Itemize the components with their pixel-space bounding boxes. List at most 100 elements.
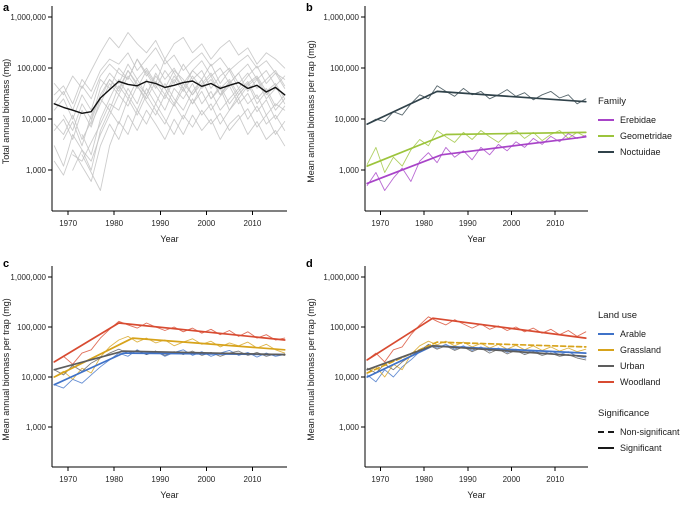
series-site-9	[53, 109, 286, 182]
y-axis-title: Total annual biomass (mg)	[1, 59, 11, 165]
series-erebidae-annual	[366, 133, 587, 191]
y-tick-label: 10,000	[22, 115, 47, 124]
y-tick-label: 1,000,000	[323, 273, 359, 282]
x-tick-label: 2010	[546, 219, 564, 228]
x-axis-title: Year	[160, 490, 178, 500]
series-arable-trend	[366, 344, 587, 378]
legend-item-woodland: Woodland	[598, 377, 685, 387]
y-axis-title: Mean annual biomass per trap (mg)	[306, 298, 316, 441]
legend-label: Geometridae	[620, 131, 673, 141]
series-site-14	[72, 85, 286, 171]
series-site-5	[81, 78, 286, 156]
x-tick-label: 1990	[459, 475, 477, 484]
legend-label: Grassland	[620, 345, 662, 355]
y-tick-label: 1,000	[339, 166, 360, 175]
x-tick-label: 1990	[459, 219, 477, 228]
x-axis-title: Year	[160, 234, 178, 244]
legend-item-non-significant: Non-significant	[598, 427, 685, 437]
x-tick-label: 1980	[105, 475, 123, 484]
series-site-7	[53, 94, 286, 171]
legend-item-significant: Significant	[598, 443, 685, 453]
legend-label: Significant	[620, 443, 662, 453]
series-grassland-annual	[366, 340, 587, 378]
series-site-10	[90, 70, 286, 125]
x-tick-label: 1970	[59, 219, 77, 228]
series-noctuidae-annual	[366, 85, 587, 125]
panel-b-label: b	[306, 2, 313, 14]
legend-swatch-line	[598, 135, 614, 137]
legend-label: Urban	[620, 361, 645, 371]
series-geometridae-trend	[366, 131, 587, 167]
series-site-11	[53, 58, 286, 111]
panel-c-chart: 1,000,000 100,000 10,000 1,000 1970 1980 1990 2…	[1, 266, 287, 500]
panel-d-chart: 1,000,000 100,000 10,000 1,000 1970 1980 1990 2…	[306, 266, 588, 500]
series-arable-trend	[53, 352, 286, 386]
series-grassland-trend	[53, 337, 286, 378]
legend-label: Arable	[620, 329, 647, 339]
y-tick-label: 10,000	[335, 115, 360, 124]
y-tick-label: 1,000	[26, 166, 47, 175]
series-urban-trend	[366, 344, 587, 371]
series-geometridae-annual	[366, 130, 587, 173]
x-tick-label: 1980	[415, 219, 433, 228]
family-legend-items: Erebidae Geometridae Noctuidae	[598, 115, 685, 157]
x-tick-label: 2000	[503, 219, 521, 228]
legend-item-geometridae: Geometridae	[598, 131, 685, 141]
family-legend: Family Erebidae Geometridae Noctuidae	[598, 96, 685, 163]
series-urban-trend	[53, 350, 286, 371]
significance-legend-title: Significance	[598, 408, 650, 419]
y-tick-label: 1,000	[26, 423, 47, 432]
legend-item-erebidae: Erebidae	[598, 115, 685, 125]
x-tick-label: 1980	[105, 219, 123, 228]
x-tick-label: 1970	[371, 475, 389, 484]
series-grassland-trend	[366, 341, 587, 374]
x-tick-label: 1980	[415, 475, 433, 484]
land-use-legend: Land use Arable Grassland Urban Woodland	[598, 310, 685, 393]
legend-label: Noctuidae	[620, 147, 661, 157]
legend-swatch-line	[598, 333, 614, 335]
legend-label: Erebidae	[620, 115, 657, 125]
series-mean	[53, 80, 286, 114]
series-site-8	[63, 58, 286, 131]
significance-legend: Significance Non-significant Significant	[598, 408, 685, 459]
series-site-1	[53, 47, 286, 105]
x-tick-label: 2000	[197, 475, 215, 484]
legend-item-arable: Arable	[598, 329, 685, 339]
x-tick-label: 2010	[244, 475, 262, 484]
x-axis-title: Year	[467, 490, 485, 500]
legend-item-urban: Urban	[598, 361, 685, 371]
y-tick-label: 10,000	[22, 373, 47, 382]
x-tick-label: 1990	[151, 219, 169, 228]
legend-label: Non-significant	[620, 427, 680, 437]
land-use-legend-title: Land use	[598, 310, 638, 321]
y-tick-label: 100,000	[330, 64, 359, 73]
legend-swatch-line	[598, 119, 614, 121]
y-tick-label: 100,000	[17, 323, 46, 332]
series-woodland-annual	[366, 316, 587, 363]
y-tick-label: 1,000,000	[10, 13, 46, 22]
x-tick-label: 1970	[371, 219, 389, 228]
series-woodland-trend	[366, 317, 587, 361]
x-tick-label: 2010	[244, 219, 262, 228]
panel-c-label: c	[3, 258, 10, 270]
x-axis-title: Year	[467, 234, 485, 244]
series-woodland-trend	[53, 322, 286, 363]
family-legend-title: Family	[598, 96, 626, 107]
x-tick-label: 2010	[546, 475, 564, 484]
x-tick-label: 2000	[197, 219, 215, 228]
series-site-6	[53, 32, 286, 96]
legend-swatch-line	[598, 447, 614, 449]
legend-swatch-line	[598, 381, 614, 383]
series-grassland-annual	[53, 335, 286, 380]
y-tick-label: 1,000	[339, 423, 360, 432]
land-use-legend-items: Arable Grassland Urban Woodland	[598, 329, 685, 387]
y-tick-label: 1,000,000	[10, 273, 46, 282]
panel-a-label: a	[3, 2, 10, 14]
legend-item-noctuidae: Noctuidae	[598, 147, 685, 157]
panel-b-chart: 1,000,000 100,000 10,000 1,000 1970 1980 1990 2…	[306, 6, 588, 244]
y-tick-label: 1,000,000	[323, 13, 359, 22]
y-tick-label: 100,000	[17, 64, 46, 73]
y-axis-title: Mean annual biomass per trap (mg)	[1, 298, 11, 441]
x-tick-label: 2000	[503, 475, 521, 484]
